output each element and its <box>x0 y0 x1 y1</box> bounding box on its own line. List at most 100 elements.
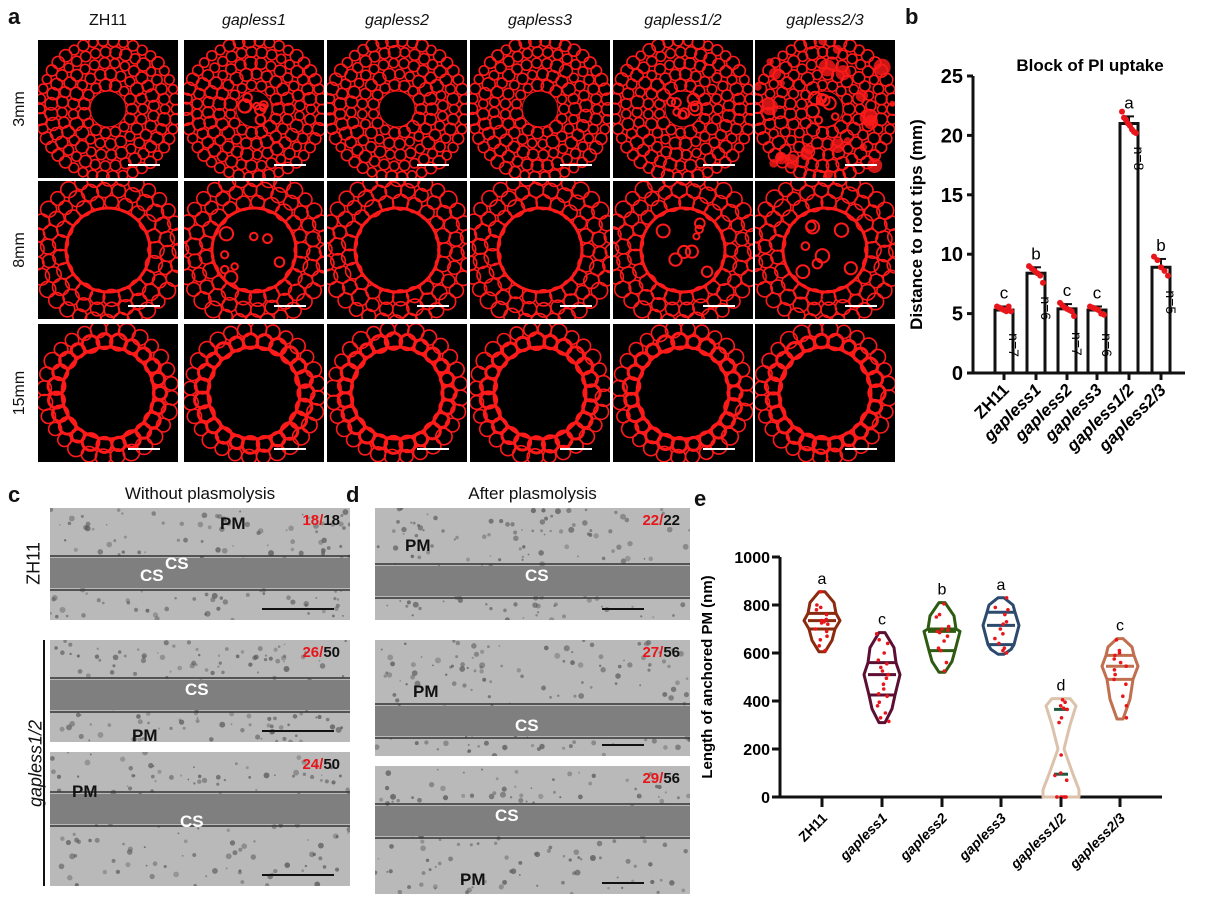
cytoplasm-granule <box>182 726 186 730</box>
cell-wall <box>868 74 880 86</box>
cell-wall <box>711 72 723 84</box>
cytoplasm-granule <box>589 855 596 861</box>
sig-letter: a <box>1124 93 1134 112</box>
cytoplasm-granule <box>326 546 331 550</box>
scale-bar <box>262 730 334 732</box>
n-label: n=5 <box>1163 290 1179 314</box>
cell-wall <box>135 71 149 85</box>
data-point <box>946 624 951 629</box>
cytoplasm-granule <box>399 600 402 602</box>
cell-wall <box>588 417 603 433</box>
cytoplasm-granule <box>267 716 272 721</box>
data-point <box>818 638 823 642</box>
cytoplasm-granule <box>168 774 174 780</box>
cell-wall <box>711 57 726 72</box>
cytoplasm-granule <box>558 529 564 534</box>
cell-wall <box>653 62 667 76</box>
cell-wall <box>448 103 460 115</box>
cytoplasm-granule <box>338 521 344 527</box>
cytoplasm-granule <box>288 525 294 531</box>
cytoplasm-granule <box>631 605 634 609</box>
cell-wall <box>842 102 856 116</box>
cytoplasm-granule <box>459 666 466 672</box>
cell-wall <box>537 148 550 161</box>
data-point <box>1121 694 1125 698</box>
signal-spot <box>795 264 811 280</box>
cell-wall <box>356 161 370 175</box>
cytoplasm-granule <box>216 606 221 611</box>
signal-spot <box>814 248 831 264</box>
cell-wall <box>136 57 151 72</box>
cell-wall <box>374 133 385 145</box>
cell-wall <box>691 147 702 159</box>
cell-wall <box>431 155 447 170</box>
cytoplasm-granule <box>201 512 208 519</box>
cytoplasm-granule <box>218 661 222 665</box>
cell-wall <box>88 59 101 71</box>
pm-label: PM <box>460 870 486 889</box>
data-point <box>1060 698 1065 702</box>
scale-bar <box>417 448 449 450</box>
cell-wall <box>674 314 691 330</box>
cytoplasm-granule <box>559 796 562 799</box>
cytoplasm-granule <box>519 793 524 798</box>
cell-wall <box>835 156 850 171</box>
cell-wall <box>574 284 591 300</box>
cell-wall <box>668 136 682 150</box>
cytoplasm-granule <box>588 533 593 537</box>
cytoplasm-granule <box>530 743 535 748</box>
cytoplasm-granule <box>532 801 535 804</box>
cell-wall <box>114 70 127 83</box>
cytoplasm-granule <box>410 662 416 668</box>
cell-wall <box>372 71 387 86</box>
cytoplasm-granule <box>541 685 546 691</box>
cytoplasm-granule <box>284 862 291 868</box>
cell-wall <box>197 148 211 162</box>
cytoplasm-granule <box>388 869 393 874</box>
cytoplasm-granule <box>240 650 245 654</box>
cell-wall <box>59 180 78 199</box>
cytoplasm-granule <box>204 668 209 672</box>
cytoplasm-granule <box>396 520 400 524</box>
cell-wall <box>762 266 779 283</box>
data-point <box>880 669 885 673</box>
cytoplasm-granule <box>537 611 540 614</box>
cell-wall <box>478 86 492 101</box>
cytoplasm-granule <box>480 649 485 654</box>
cell-wall <box>837 49 849 61</box>
cell-wall <box>846 53 858 65</box>
cytoplasm-granule <box>491 752 498 756</box>
cytoplasm-granule <box>232 850 238 856</box>
cytoplasm-granule <box>538 793 544 800</box>
cell-wall <box>289 337 306 355</box>
cell-wall <box>734 361 751 378</box>
cytoplasm-granule <box>77 669 83 674</box>
cell-wall <box>76 79 89 91</box>
data-point <box>945 634 950 638</box>
cytoplasm-granule <box>133 671 138 676</box>
cell-wall <box>227 446 243 462</box>
cell-wall <box>447 141 459 154</box>
cytoplasm-granule <box>197 827 200 830</box>
cell-wall <box>426 148 439 160</box>
scale-bar <box>845 448 877 450</box>
cell-wall <box>159 362 176 378</box>
cytoplasm-granule <box>79 713 82 716</box>
cytoplasm-granule <box>137 737 142 742</box>
cell-wall <box>725 55 741 71</box>
cytoplasm-granule <box>489 606 493 611</box>
endodermis-ring <box>64 206 152 294</box>
cell-wall <box>432 337 450 355</box>
cytoplasm-granule <box>390 793 397 800</box>
x-tick-label: gapless3 <box>955 810 1010 865</box>
cytoplasm-granule <box>325 717 330 722</box>
cytoplasm-granule <box>59 726 65 732</box>
cytoplasm-granule <box>541 508 546 513</box>
cell-wall <box>441 348 459 366</box>
cell-wall <box>547 147 560 159</box>
cell-wall <box>377 59 390 71</box>
cell-wall <box>680 149 693 161</box>
cytoplasm-granule <box>662 692 668 697</box>
cell-wall <box>297 56 311 70</box>
cell-wall <box>195 190 212 207</box>
